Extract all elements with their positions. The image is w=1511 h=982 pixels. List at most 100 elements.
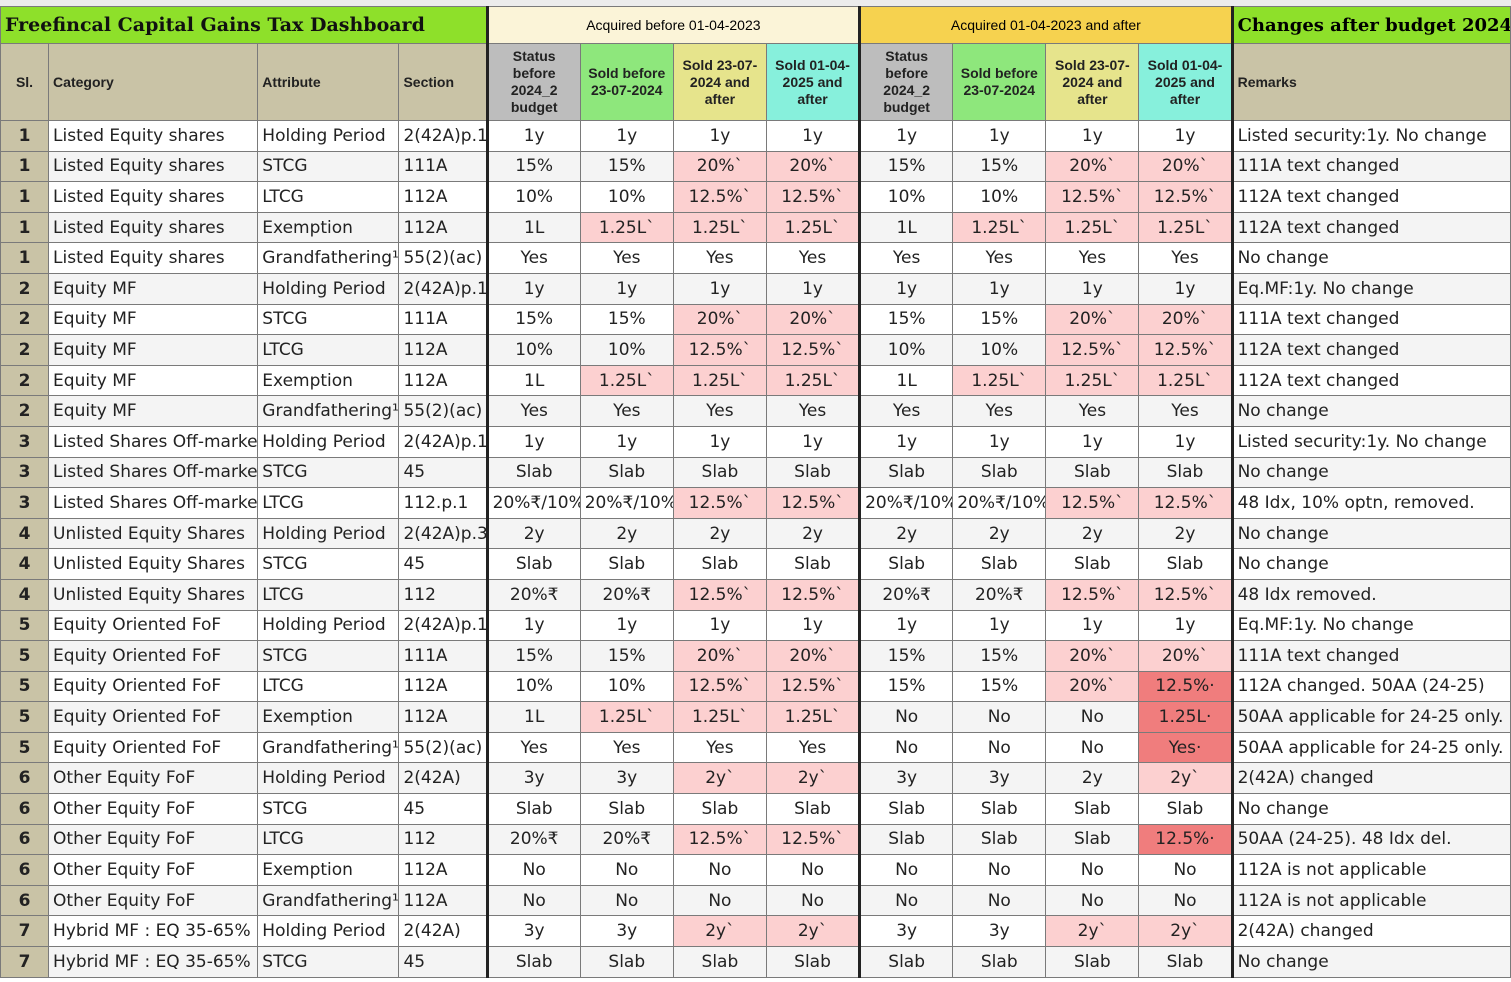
row-remarks: Eq.MF:1y. No change: [1231, 272, 1511, 305]
row-attribute: Grandfathering¹: [257, 884, 400, 917]
row-value-cell: 1y: [765, 120, 862, 152]
table-row: 5 Equity Oriented FoF Holding Period 2(42A)…: [0, 609, 1511, 642]
row-section: 55(2)(ac): [398, 242, 489, 274]
row-value-cell: 15%: [952, 640, 1047, 672]
row-section: 112A: [398, 181, 489, 213]
row-category: Hybrid MF : EQ 35-65%: [48, 946, 259, 978]
row-remarks: 112A changed. 50AA (24-25): [1231, 670, 1511, 703]
row-value-cell: 10%: [579, 334, 674, 366]
row-attribute: LTCG: [257, 578, 400, 611]
row-section: 2(42A)p.1: [398, 120, 489, 152]
row-value-cell: No: [952, 854, 1047, 886]
row-category: Listed Shares Off-market: [48, 487, 259, 519]
row-serial: 3: [0, 456, 50, 489]
header-status-before: Status before 2024_2 budget: [486, 43, 581, 121]
row-category: Equity Oriented FoF: [48, 701, 259, 733]
row-value-cell: 1y: [486, 609, 581, 642]
row-section: 111A: [398, 303, 489, 336]
row-serial: 2: [0, 272, 50, 305]
table-row: 4 Unlisted Equity Shares LTCG 112 20%₹ 20%₹ 12…: [0, 578, 1511, 611]
row-serial: 1: [0, 242, 50, 274]
row-value-cell: 20%`: [765, 303, 862, 336]
row-serial: 1: [0, 211, 50, 244]
row-remarks: 112A is not applicable: [1231, 854, 1511, 886]
row-serial: 5: [0, 670, 50, 703]
row-value-cell: 1y: [765, 609, 862, 642]
row-attribute: LTCG: [257, 334, 400, 366]
row-value-cell: 12.5%`: [672, 487, 767, 519]
row-value-cell: 2y`: [1138, 915, 1234, 948]
row-attribute: STCG: [257, 456, 400, 489]
row-value-cell: Slab: [579, 548, 674, 580]
row-value-cell: 3y: [579, 762, 674, 795]
row-value-cell: 3y: [486, 915, 581, 948]
row-value-cell: 1y: [579, 120, 674, 152]
row-value-cell: 1.25L`: [765, 701, 862, 733]
row-attribute: Holding Period: [257, 425, 400, 458]
row-value-cell: 12.5%`: [1138, 578, 1234, 611]
row-value-cell: 10%: [486, 334, 581, 366]
row-category: Other Equity FoF: [48, 793, 259, 825]
row-value-cell: Slab: [952, 456, 1047, 489]
row-serial: 2: [0, 303, 50, 336]
row-section: 111A: [398, 640, 489, 672]
row-serial: 6: [0, 854, 50, 886]
row-attribute: STCG: [257, 946, 400, 978]
row-section: 112A: [398, 670, 489, 703]
row-attribute: Holding Period: [257, 762, 400, 795]
row-value-cell: 2y`: [672, 915, 767, 948]
group-acquired-before: Acquired before 01-04-2023: [486, 6, 862, 44]
row-value-cell: 2y: [1045, 762, 1140, 795]
row-value-cell: 12.5%`: [1138, 487, 1234, 519]
row-value-cell: 1y: [486, 425, 581, 458]
row-value-cell: 1y: [672, 425, 767, 458]
table-row: 2 Equity MF Exemption 112A 1L 1.25L` 1.25L` 1.2…: [0, 364, 1511, 397]
row-value-cell: No: [1045, 854, 1140, 886]
row-value-cell: Yes: [765, 242, 862, 274]
row-value-cell: 20%`: [1138, 303, 1234, 336]
row-remarks: Listed security:1y. No change: [1231, 425, 1511, 458]
row-remarks: 50AA applicable for 24-25 only.: [1231, 731, 1511, 764]
header-attribute: Attribute: [257, 43, 400, 121]
row-value-cell: 2y: [672, 517, 767, 550]
row-value-cell: No: [486, 884, 581, 917]
table-row: 5 Equity Oriented FoF Grandfathering¹ 55(2)…: [0, 731, 1511, 764]
row-value-cell: 20%`: [1045, 303, 1140, 336]
row-attribute: Holding Period: [257, 272, 400, 305]
row-value-cell: 15%: [579, 303, 674, 336]
row-value-cell: Yes: [1045, 242, 1140, 274]
row-value-cell: Slab: [579, 946, 674, 978]
header-status-before: Status before 2024_2 budget: [859, 43, 954, 121]
row-section: 112A: [398, 334, 489, 366]
row-remarks: No change: [1231, 395, 1511, 427]
row-value-cell: Yes: [486, 731, 581, 764]
row-value-cell: 1L: [486, 211, 581, 244]
row-value-cell: Slab: [672, 456, 767, 489]
row-value-cell: 1.25L`: [1045, 364, 1140, 397]
header-remarks: Remarks: [1231, 43, 1511, 121]
row-remarks: No change: [1231, 548, 1511, 580]
row-attribute: Grandfathering¹: [257, 242, 400, 274]
header-section: Section: [398, 43, 489, 121]
header-sl: Sl.: [0, 43, 50, 121]
row-value-cell: 12.5%·: [1138, 670, 1234, 703]
row-value-cell: 1L: [486, 701, 581, 733]
row-value-cell: No: [672, 854, 767, 886]
row-value-cell: 1L: [486, 364, 581, 397]
row-remarks: 112A text changed: [1231, 181, 1511, 213]
row-remarks: 2(42A) changed: [1231, 915, 1511, 948]
row-value-cell: 20%₹: [859, 578, 954, 611]
row-section: 112: [398, 578, 489, 611]
row-value-cell: Slab: [765, 793, 862, 825]
table-row: 3 Listed Shares Off-market LTCG 112.p.1 20%₹…: [0, 487, 1511, 519]
row-value-cell: 2y`: [672, 762, 767, 795]
row-value-cell: 15%: [859, 670, 954, 703]
row-section: 2(42A): [398, 915, 489, 948]
row-value-cell: 15%: [859, 640, 954, 672]
row-value-cell: No: [579, 884, 674, 917]
row-remarks: 50AA applicable for 24-25 only.: [1231, 701, 1511, 733]
row-value-cell: 1.25L`: [672, 211, 767, 244]
row-section: 45: [398, 793, 489, 825]
row-value-cell: 12.5%`: [672, 578, 767, 611]
